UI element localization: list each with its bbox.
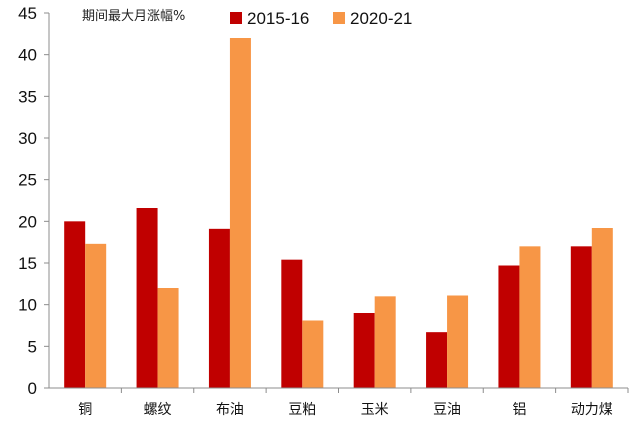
y-axis-unit-label: 期间最大月涨幅% <box>82 9 185 24</box>
x-tick-label: 铜 <box>78 402 92 418</box>
y-tick-label: 45 <box>18 4 37 23</box>
y-tick-label: 10 <box>18 296 37 315</box>
bar-2020-21-铝 <box>519 246 541 388</box>
bar-2015-16-布油 <box>208 228 230 388</box>
x-tick-label: 玉米 <box>361 402 389 418</box>
x-axis-ticks: 铜 螺纹 布油 豆粕 玉米 豆油 铝 动力煤 <box>78 388 629 418</box>
bar-2015-16-玉米 <box>353 313 375 388</box>
y-axis-ticks: 0 5 10 15 20 25 30 35 40 45 <box>18 4 49 398</box>
bar-2015-16-铜 <box>64 221 86 388</box>
bar-2020-21-螺纹 <box>157 288 179 388</box>
bar-2020-21-铜 <box>85 243 107 388</box>
y-tick-label: 15 <box>18 254 37 273</box>
x-tick-label: 动力煤 <box>571 402 613 418</box>
x-tick-label: 铝 <box>512 402 526 418</box>
y-tick-label: 30 <box>18 129 37 148</box>
bar-2015-16-螺纹 <box>136 208 158 388</box>
legend-label-2020-21: 2020-21 <box>350 9 412 28</box>
legend-label-2015-16: 2015-16 <box>247 9 309 28</box>
y-tick-label: 0 <box>28 379 37 398</box>
legend-swatch-2020-21 <box>333 12 345 24</box>
bar-2020-21-玉米 <box>374 296 396 388</box>
bar-2015-16-动力煤 <box>570 246 592 388</box>
bar-2015-16-铝 <box>498 265 520 388</box>
y-tick-label: 5 <box>28 337 37 356</box>
bar-2020-21-豆油 <box>447 295 469 388</box>
bar-2020-21-动力煤 <box>591 228 613 388</box>
bar-2020-21-布油 <box>229 38 251 388</box>
bar-2015-16-豆油 <box>426 332 448 388</box>
legend-swatch-2015-16 <box>230 12 242 24</box>
y-tick-label: 35 <box>18 87 37 106</box>
y-tick-label: 40 <box>18 46 37 65</box>
x-tick-label: 布油 <box>216 402 244 418</box>
x-tick-label: 豆粕 <box>288 402 316 418</box>
y-tick-label: 25 <box>18 171 37 190</box>
y-tick-label: 20 <box>18 212 37 231</box>
bars <box>64 38 613 388</box>
bar-2015-16-豆粕 <box>281 259 303 388</box>
x-tick-label: 豆油 <box>433 402 461 418</box>
legend: 2015-16 2020-21 <box>230 9 412 28</box>
x-tick-label: 螺纹 <box>144 402 172 418</box>
bar-2020-21-豆粕 <box>302 320 324 388</box>
